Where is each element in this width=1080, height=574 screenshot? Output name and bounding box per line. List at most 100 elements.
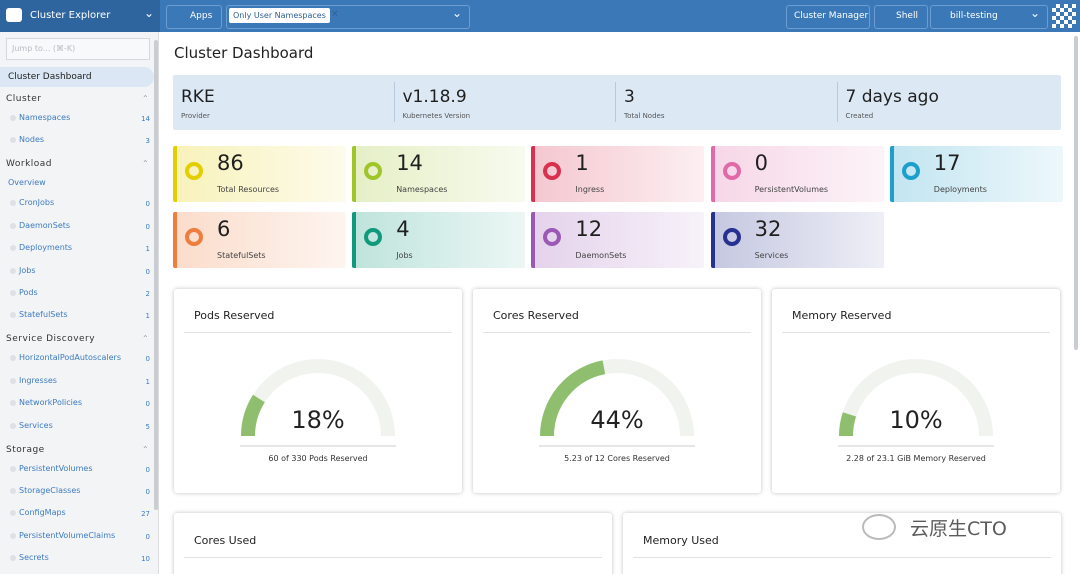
chevron: ⌄ xyxy=(144,6,155,20)
chevron: ⌄ xyxy=(1030,6,1041,20)
collapse-icon: ⌃ xyxy=(142,94,149,103)
gauge-card xyxy=(772,289,1060,493)
metric-card-title: Cores Used xyxy=(194,534,257,547)
shell-button[interactable] xyxy=(874,5,928,29)
nav-item[interactable]: DaemonSets xyxy=(19,220,71,230)
nav-item[interactable]: PersistentVolumeClaims xyxy=(19,530,116,540)
nav-item[interactable]: StorageClasses xyxy=(19,486,81,495)
nav-item[interactable]: Namespaces xyxy=(19,113,71,122)
fact-value: 7 days ago xyxy=(845,87,939,107)
nav-count: 14 xyxy=(141,115,150,123)
nav-group-title[interactable]: Service Discovery xyxy=(6,334,96,345)
resource-label: Total Resources xyxy=(217,185,280,194)
collapse-icon: ⌃ xyxy=(142,334,149,344)
divider xyxy=(836,82,838,122)
nav-count: 5 xyxy=(145,422,150,431)
gauge-percent: 10% xyxy=(889,406,943,434)
cluster-name: bill-testing xyxy=(950,11,998,21)
cluster-manager-button[interactable] xyxy=(786,5,870,29)
divider xyxy=(483,332,751,333)
resource-icon xyxy=(185,162,203,180)
nav-count: 3 xyxy=(145,137,150,146)
nav-count: 27 xyxy=(141,510,150,519)
gauge-percent: 44% xyxy=(590,406,644,434)
divider xyxy=(615,82,616,122)
resource-icon xyxy=(722,162,741,180)
user-avatar[interactable] xyxy=(1052,4,1076,28)
nav-count: 0 xyxy=(145,355,150,364)
cluster-dropdown[interactable] xyxy=(930,5,1048,29)
scrollbar xyxy=(154,40,158,510)
nav-item[interactable]: StatefulSets xyxy=(19,310,68,320)
nav-item[interactable]: Pods xyxy=(19,288,38,297)
resource-label: Namespaces xyxy=(396,185,448,194)
collapse-icon: ⌃ xyxy=(142,444,149,454)
gauge-card xyxy=(174,289,462,493)
nav-bullet xyxy=(10,200,16,207)
nav-group-title[interactable]: Storage xyxy=(6,444,45,455)
watermark: 云原生CTO xyxy=(910,518,1007,540)
resource-label: Ingress xyxy=(575,185,605,194)
nav-count: 0 xyxy=(145,222,150,231)
divider xyxy=(184,557,602,558)
nav-item[interactable]: ConfigMaps xyxy=(19,508,66,518)
nav-item[interactable]: Deployments xyxy=(19,243,73,253)
nav-item[interactable]: PersistentVolumes xyxy=(19,463,93,473)
watermark-icon xyxy=(862,514,896,540)
nav-item[interactable]: Secrets xyxy=(19,553,49,563)
chip-remove[interactable]: × xyxy=(331,9,339,19)
resource-count: 32 xyxy=(754,217,782,241)
fact-value: 3 xyxy=(624,87,635,107)
gauge-title: Cores Reserved xyxy=(493,309,579,322)
nav-item[interactable]: CronJobs xyxy=(19,198,55,208)
nav-item[interactable]: NetworkPolicies xyxy=(19,398,82,408)
cluster-selector[interactable] xyxy=(0,0,160,32)
nav-bullet xyxy=(10,377,16,384)
gauge-card xyxy=(473,289,761,493)
divider xyxy=(633,557,1051,558)
fact-label: Total Nodes xyxy=(624,112,665,120)
nav-count: 0 xyxy=(145,400,150,409)
gauge-track xyxy=(839,359,993,437)
nav-count: 0 xyxy=(145,532,150,541)
resource-count: 86 xyxy=(217,151,244,175)
gauge-title: Pods Reserved xyxy=(194,309,275,322)
search-placeholder: Jump to... (⌘-K) xyxy=(12,44,76,53)
gauge-percent: 18% xyxy=(291,406,345,434)
gauge xyxy=(838,359,994,447)
resource-label: Jobs xyxy=(396,251,413,260)
nav-item[interactable]: Ingresses xyxy=(19,375,57,385)
nav-count: 2 xyxy=(145,290,150,298)
search-box[interactable] xyxy=(6,38,150,60)
fact-value: v1.18.9 xyxy=(402,87,467,107)
namespace-filter[interactable] xyxy=(226,5,470,29)
resource-count: 1 xyxy=(575,151,589,175)
resource-icon xyxy=(364,162,383,180)
nav-count: 1 xyxy=(145,245,150,254)
nav-bullet xyxy=(10,532,16,539)
gauge-detail: 5.23 of 12 Cores Reserved xyxy=(564,454,670,463)
nav-item[interactable]: Services xyxy=(19,420,53,430)
active-nav-item[interactable] xyxy=(0,67,154,87)
nav-overview[interactable]: Overview xyxy=(8,178,46,188)
metric-card xyxy=(623,513,1061,574)
divider xyxy=(184,332,452,333)
nav-group-title[interactable]: Cluster xyxy=(6,94,42,104)
chevron: ⌄ xyxy=(452,6,463,20)
nav-group-title[interactable]: Workload xyxy=(6,159,53,170)
nav-item[interactable]: Jobs xyxy=(19,265,36,275)
gauge-fill xyxy=(241,394,265,437)
metric-card-title: Memory Used xyxy=(643,534,719,547)
nav-item[interactable]: Nodes xyxy=(19,135,45,145)
resource-count: 14 xyxy=(396,151,423,175)
nav-item[interactable]: HorizontalPodAutoscalers xyxy=(19,353,122,363)
nav-bullet xyxy=(10,400,16,407)
divider xyxy=(782,332,1050,333)
resource-icon xyxy=(543,228,562,246)
apps-button[interactable] xyxy=(166,5,222,29)
filter-chip: Only User Namespaces xyxy=(229,8,330,23)
apps-label: Apps xyxy=(190,11,213,21)
nav-bullet xyxy=(10,555,16,562)
shell-label: Shell xyxy=(896,11,918,21)
resource-icon xyxy=(364,228,383,246)
